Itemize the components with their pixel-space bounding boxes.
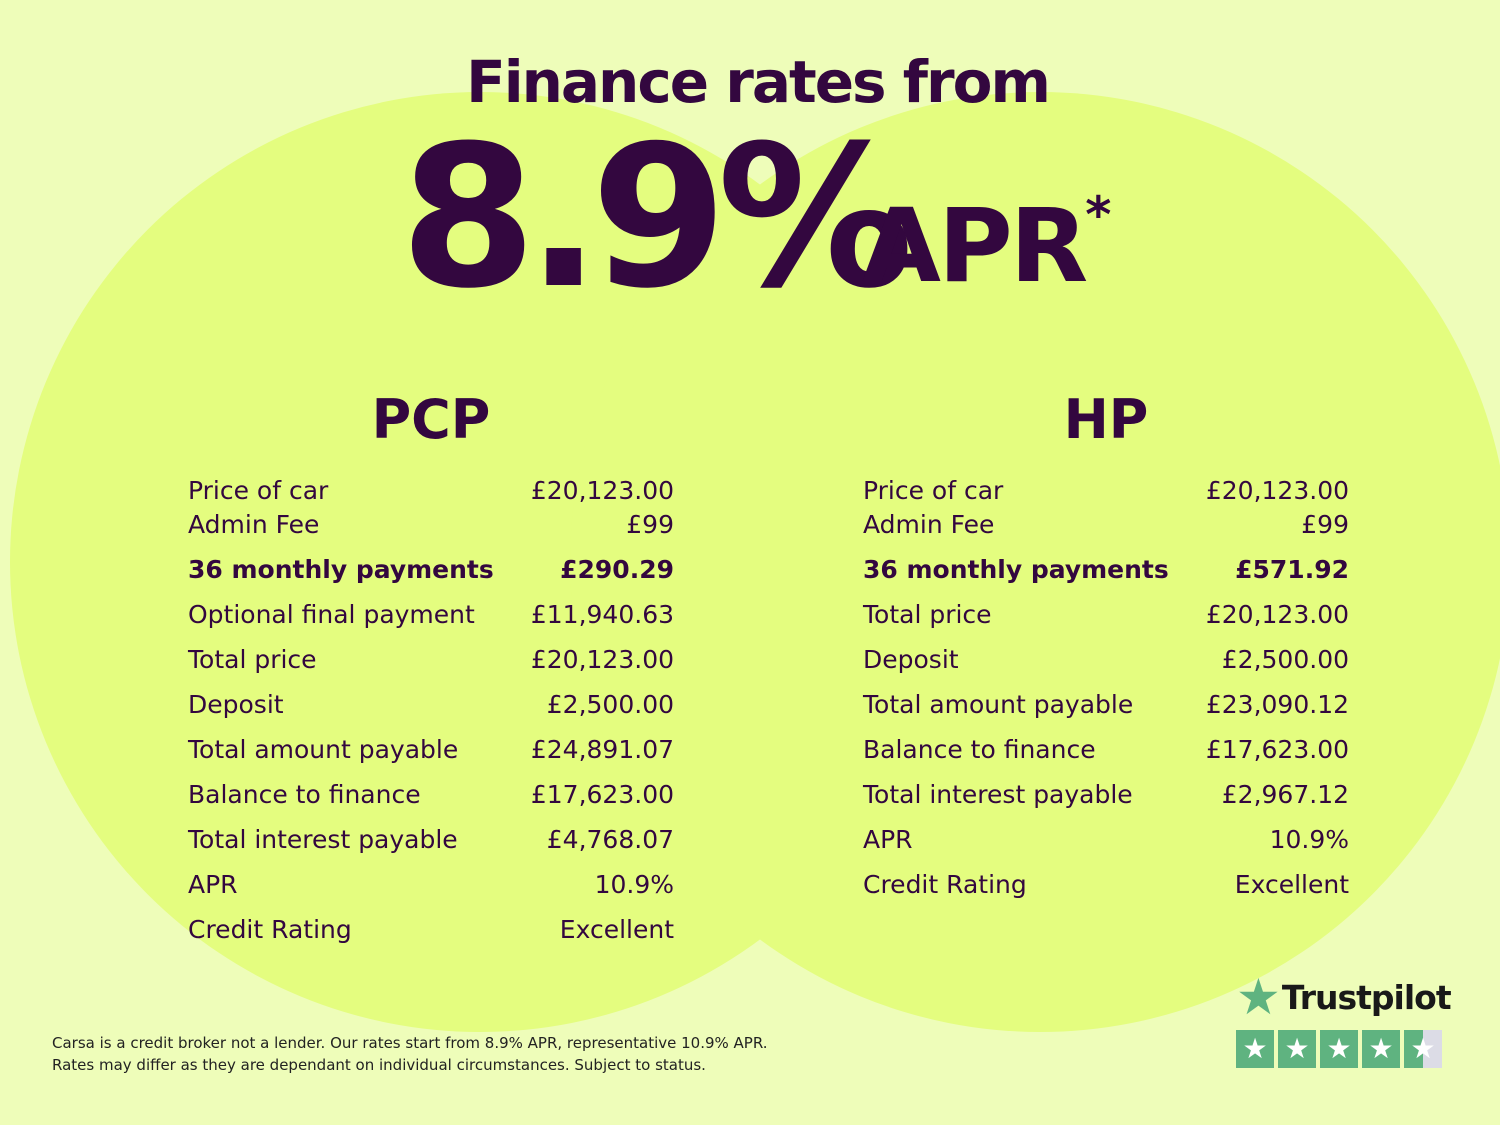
table-row: Credit Rating Excellent	[188, 912, 674, 946]
table-row: APR 10.9%	[863, 822, 1349, 856]
table-row: Deposit £2,500.00	[863, 642, 1349, 676]
row-label: Total interest payable	[863, 779, 1133, 809]
row-value: £24,891.07	[530, 734, 674, 764]
trustpilot-logo: ★ Trustpilot	[1236, 968, 1452, 1026]
row-value: £290.29	[560, 554, 674, 584]
row-value: £17,623.00	[530, 779, 674, 809]
row-value: £11,940.63	[530, 599, 674, 629]
rating-star-icon: ★	[1320, 1030, 1358, 1068]
trustpilot-badge[interactable]: ★ Trustpilot ★ ★ ★ ★ ★	[1236, 968, 1452, 1068]
row-label: Admin Fee	[863, 509, 995, 539]
row-value: Excellent	[1234, 869, 1349, 899]
rating-star-icon: ★	[1362, 1030, 1400, 1068]
row-value: 10.9%	[1269, 824, 1349, 854]
rating-star-icon: ★	[1278, 1030, 1316, 1068]
row-value: £99	[626, 509, 674, 539]
apr-label: APR	[862, 187, 1088, 306]
row-label: Price of car	[863, 475, 1004, 505]
row-value: £99	[1301, 509, 1349, 539]
row-label: Total interest payable	[188, 824, 458, 854]
table-row: Balance to finance £17,623.00	[863, 732, 1349, 766]
row-label: Deposit	[863, 644, 959, 674]
table-row: Balance to finance £17,623.00	[188, 777, 674, 811]
row-value: £20,123.00	[530, 475, 674, 505]
table-row: Credit Rating Excellent	[863, 867, 1349, 901]
headline-rate: 8.9%	[400, 104, 914, 332]
row-value: £2,500.00	[546, 689, 674, 719]
row-label: 36 monthly payments	[188, 554, 494, 584]
page-title: Finance rates from	[466, 48, 1051, 116]
table-row: Total price £20,123.00	[863, 597, 1349, 631]
row-label: Total price	[863, 599, 992, 629]
disclaimer-line-2: Rates may differ as they are dependant o…	[52, 1056, 706, 1074]
table-row: Admin Fee £99	[863, 507, 1349, 541]
table-row: Total interest payable £4,768.07	[188, 822, 674, 856]
pcp-heading: PCP	[371, 388, 491, 451]
table-row: Optional final payment £11,940.63	[188, 597, 674, 631]
row-label: APR	[863, 824, 913, 854]
row-label: Optional final payment	[188, 599, 475, 629]
table-row: 36 monthly payments £290.29	[188, 552, 674, 586]
star-icon: ★	[1236, 968, 1281, 1026]
row-value: £20,123.00	[1205, 599, 1349, 629]
row-value: £2,500.00	[1221, 644, 1349, 674]
row-label: Credit Rating	[188, 914, 352, 944]
table-row: 36 monthly payments £571.92	[863, 552, 1349, 586]
asterisk: *	[1085, 186, 1111, 244]
disclaimer-line-1: Carsa is a credit broker not a lender. O…	[52, 1034, 768, 1052]
row-label: Balance to finance	[188, 779, 421, 809]
row-label: Total price	[188, 644, 317, 674]
row-value: £23,090.12	[1205, 689, 1349, 719]
row-value: 10.9%	[594, 869, 674, 899]
row-label: Admin Fee	[188, 509, 320, 539]
table-row: Total amount payable £24,891.07	[188, 732, 674, 766]
background-circle-right	[570, 92, 1500, 1032]
row-value: £571.92	[1235, 554, 1349, 584]
row-label: Price of car	[188, 475, 329, 505]
table-row: APR 10.9%	[188, 867, 674, 901]
row-value: £20,123.00	[1205, 475, 1349, 505]
table-row: Total price £20,123.00	[188, 642, 674, 676]
row-label: Credit Rating	[863, 869, 1027, 899]
row-value: £20,123.00	[530, 644, 674, 674]
rating-star-icon: ★	[1236, 1030, 1274, 1068]
row-label: Balance to finance	[863, 734, 1096, 764]
row-value: £4,768.07	[546, 824, 674, 854]
row-value: £2,967.12	[1221, 779, 1349, 809]
table-row: Total amount payable £23,090.12	[863, 687, 1349, 721]
table-row: Admin Fee £99	[188, 507, 674, 541]
trustpilot-name: Trustpilot	[1281, 977, 1452, 1017]
row-label: Total amount payable	[188, 734, 459, 764]
row-label: Deposit	[188, 689, 284, 719]
row-value: £17,623.00	[1205, 734, 1349, 764]
trustpilot-rating: ★ ★ ★ ★ ★	[1236, 1030, 1451, 1068]
hp-heading: HP	[1063, 388, 1149, 451]
table-row: Price of car £20,123.00	[863, 473, 1349, 507]
table-row: Total interest payable £2,967.12	[863, 777, 1349, 811]
row-value: Excellent	[559, 914, 674, 944]
headline-apr: APR*	[862, 190, 1111, 298]
disclaimer: Carsa is a credit broker not a lender. O…	[52, 1032, 768, 1076]
row-label: APR	[188, 869, 238, 899]
rating-star-icon: ★	[1404, 1030, 1442, 1068]
table-row: Deposit £2,500.00	[188, 687, 674, 721]
table-row: Price of car £20,123.00	[188, 473, 674, 507]
row-label: 36 monthly payments	[863, 554, 1169, 584]
row-label: Total amount payable	[863, 689, 1134, 719]
